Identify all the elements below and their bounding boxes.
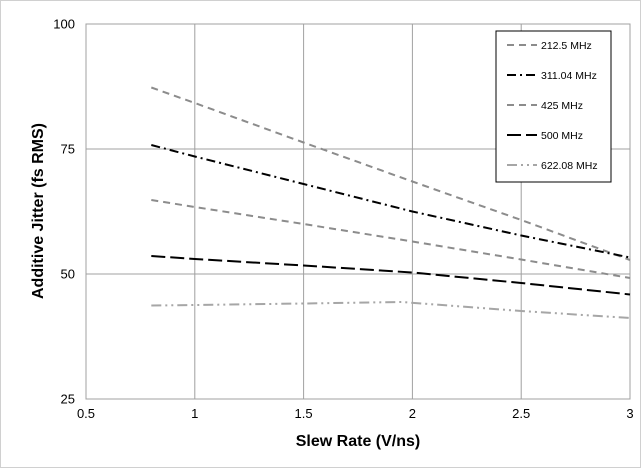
x-tick-label: 0.5 <box>77 406 95 421</box>
x-axis-title: Slew Rate (V/ns) <box>296 433 420 450</box>
x-axis-tick-labels: 0.5 1 1.5 2 2.5 3 <box>77 406 634 421</box>
series-line-212-5-mhz <box>150 86 631 261</box>
series-line-622-08-mhz <box>151 301 631 319</box>
legend-items: 212.5 MHz 311.04 MHz 425 MHz 500 MHz 622.08 … <box>507 40 598 172</box>
legend-label-212-5-mhz: 212.5 MHz <box>541 40 592 52</box>
y-axis-tick-labels: 25 50 75 100 <box>53 17 75 407</box>
legend-label-500-mhz: 500 MHz <box>541 130 583 142</box>
x-tick-label: 2.5 <box>512 406 530 421</box>
legend: 212.5 MHz 311.04 MHz 425 MHz 500 MHz 622.08 … <box>495 30 612 183</box>
legend-label-425-mhz: 425 MHz <box>541 100 583 112</box>
x-tick-label: 2 <box>409 406 416 421</box>
series-line-425-mhz <box>151 199 631 279</box>
x-tick-label: 1 <box>191 406 198 421</box>
y-axis-title: Additive Jitter (fs RMS) <box>30 123 47 299</box>
series-lines <box>150 86 631 319</box>
series-line-311-04-mhz <box>151 144 631 259</box>
x-tick-label: 1.5 <box>295 406 313 421</box>
y-tick-label: 75 <box>61 142 75 157</box>
y-tick-label: 25 <box>61 392 75 407</box>
legend-box <box>495 30 612 183</box>
x-tick-label: 3 <box>626 406 633 421</box>
legend-label-311-04-mhz: 311.04 MHz <box>541 70 597 82</box>
y-tick-label: 100 <box>53 17 75 32</box>
series-line-500-mhz <box>151 255 631 296</box>
plot-area-border <box>85 23 631 400</box>
y-tick-label: 50 <box>61 267 75 282</box>
legend-label-622-08-mhz: 622.08 MHz <box>541 160 598 172</box>
